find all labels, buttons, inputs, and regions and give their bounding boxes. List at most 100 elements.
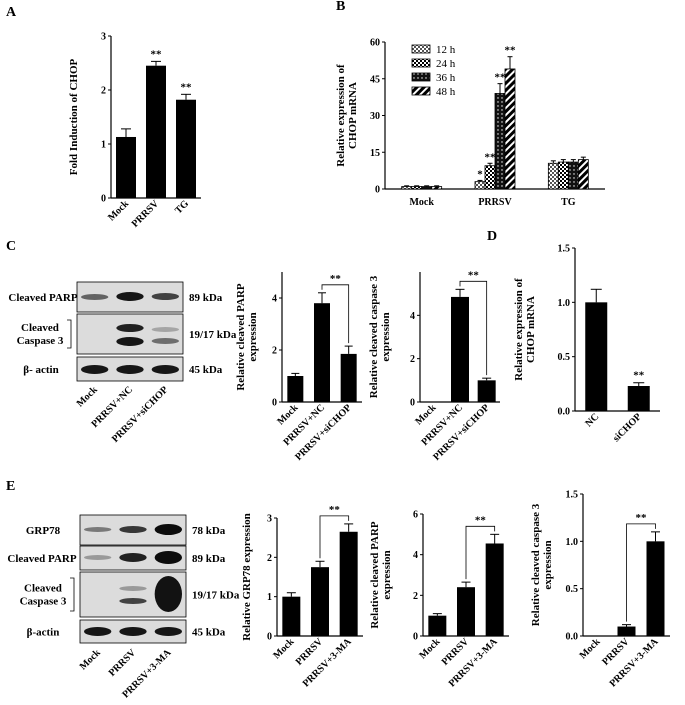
y-tick-label: 0 (375, 185, 380, 196)
blot-band (84, 555, 112, 560)
panel-letter-C: C (6, 239, 16, 254)
legend-swatch (411, 86, 431, 96)
y-tick-label: 60 (370, 38, 380, 49)
y-tick-label: 0 (272, 398, 277, 409)
blot-band (151, 327, 179, 332)
y-axis-label: Relative cleaved PARPexpression (235, 283, 259, 391)
blot-band (119, 526, 147, 533)
y-tick-label: 1 (101, 140, 106, 151)
blot-kda-label: 78 kDa (192, 525, 226, 537)
blot-band (119, 598, 147, 604)
blot-band (116, 365, 144, 374)
x-tick-label: PRRSV (478, 197, 512, 208)
significance-bracket (321, 284, 350, 344)
blot-kda-label: 89 kDa (192, 553, 226, 565)
significance-label: ** (505, 45, 517, 57)
blot-band (151, 365, 179, 374)
significance-label: ** (468, 269, 480, 281)
blot-row-label: Cleaved (21, 322, 59, 334)
blot-row-label: Cleaved PARP (7, 553, 76, 565)
y-tick-label: 3 (267, 514, 272, 525)
western-blot-E: GRP78 78 kDa Cleaved PARP 89 kDa CleavedCasp… (7, 514, 240, 700)
x-tick-label: Mock (271, 636, 296, 661)
bar (451, 296, 469, 402)
y-tick-label: 1.5 (566, 490, 579, 501)
x-tick-label: Mock (409, 197, 434, 208)
bar (484, 165, 496, 190)
bar (176, 99, 196, 198)
significance-label: ** (329, 504, 341, 516)
y-axis-label: Relative expression ofCHOP mRNA (513, 278, 537, 381)
blot-band (154, 551, 182, 564)
bar (431, 186, 443, 190)
bar (494, 93, 506, 190)
y-tick-label: 2 (101, 86, 106, 97)
y-tick-label: 0 (267, 632, 272, 643)
y-axis-label: Relative cleaved caspase 3expression (530, 503, 554, 626)
bar (340, 353, 357, 402)
legend-label: 36 h (436, 72, 456, 84)
blot-band (81, 294, 109, 300)
blot-row-label: β- actin (23, 364, 58, 376)
significance-label: ** (181, 81, 193, 93)
blot-row-label: GRP78 (26, 525, 61, 537)
panel-letter-A: A (6, 5, 17, 20)
x-tick-label: PRRSV (130, 198, 162, 230)
y-tick-label: 0.5 (566, 584, 579, 595)
y-axis-label: Relative GRP78 expression (241, 513, 253, 641)
blot-kda-label: 19/17 kDa (189, 329, 237, 341)
chart-B: 0 15 30 45 60 Relative expression ofCHOP mRNA… (335, 38, 605, 208)
x-tick-label: NC (583, 411, 601, 429)
blot-lane-label: Mock (75, 384, 100, 409)
y-tick-label: 45 (370, 74, 380, 85)
blot-bracket (70, 577, 75, 612)
y-tick-label: 1 (267, 592, 272, 603)
bar (421, 186, 433, 190)
y-tick-label: 0.0 (566, 632, 579, 643)
blot-band (84, 527, 112, 532)
y-tick-label: 2 (413, 591, 418, 602)
y-tick-label: 1.0 (558, 298, 571, 309)
blot-kda-label: 45 kDa (192, 627, 226, 639)
blot-band (151, 293, 179, 300)
significance-label: ** (475, 514, 487, 526)
blot-row-label: Cleaved PARP (8, 292, 77, 304)
y-tick-label: 0 (410, 398, 415, 409)
blot-band (116, 324, 144, 332)
significance-bracket (465, 525, 496, 580)
y-tick-label: 1.0 (566, 537, 579, 548)
y-tick-label: 2 (272, 346, 277, 357)
bar (411, 186, 423, 190)
blot-band (151, 338, 179, 344)
bar (585, 302, 608, 411)
legend-swatch (411, 58, 431, 68)
blot-band (119, 553, 147, 562)
x-tick-label: TG (173, 198, 191, 216)
bar (504, 68, 516, 190)
y-tick-label: 2 (410, 354, 415, 365)
bar (428, 615, 447, 636)
significance-label: ** (330, 273, 342, 285)
blot-band (119, 627, 147, 636)
bar (547, 162, 559, 190)
bar (627, 386, 650, 411)
x-tick-label: TG (561, 197, 576, 208)
blot-row-label: Cleaved (24, 583, 62, 595)
significance-label: ** (495, 72, 507, 84)
blot-band (116, 292, 144, 301)
significance-label: ** (636, 512, 648, 524)
legend-swatch (411, 44, 431, 54)
y-tick-label: 0.0 (558, 407, 571, 418)
legend-label: 24 h (436, 58, 456, 70)
blot-kda-label: 19/17 kDa (192, 590, 240, 602)
blot-lane-label: PRRSV (107, 647, 139, 679)
x-tick-label: Mock (106, 198, 131, 223)
blot-kda-label: 45 kDa (189, 364, 223, 376)
bar (567, 161, 579, 190)
y-tick-label: 4 (413, 550, 418, 561)
y-tick-label: 30 (370, 111, 380, 122)
chart-E3: 0.0 0.5 1.0 1.5 Relative cleaved caspase 3ex… (530, 490, 670, 689)
bar (557, 161, 569, 190)
significance-bracket (459, 280, 488, 376)
blot-band (154, 524, 182, 535)
